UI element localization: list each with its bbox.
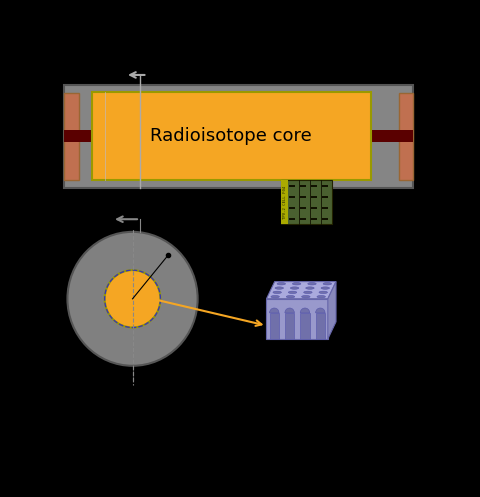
Ellipse shape xyxy=(304,291,312,294)
Bar xyxy=(300,218,306,220)
Bar xyxy=(300,313,310,339)
Ellipse shape xyxy=(277,283,286,285)
Wedge shape xyxy=(285,308,294,313)
Bar xyxy=(289,207,295,209)
Bar xyxy=(270,313,279,339)
Bar xyxy=(289,196,295,198)
Ellipse shape xyxy=(319,291,327,294)
Polygon shape xyxy=(266,282,336,299)
Bar xyxy=(289,218,295,220)
Wedge shape xyxy=(315,308,325,313)
Bar xyxy=(92,92,371,180)
Bar xyxy=(64,130,94,142)
Ellipse shape xyxy=(308,283,316,285)
Ellipse shape xyxy=(288,291,297,294)
Ellipse shape xyxy=(275,287,284,289)
Ellipse shape xyxy=(321,287,329,289)
Circle shape xyxy=(105,270,160,328)
Text: TPV-2 CELL F04: TPV-2 CELL F04 xyxy=(283,185,287,219)
Bar xyxy=(64,84,413,188)
Ellipse shape xyxy=(271,296,279,298)
Circle shape xyxy=(68,232,198,366)
Bar xyxy=(266,299,328,339)
Bar xyxy=(311,218,317,220)
Ellipse shape xyxy=(306,287,314,289)
Bar xyxy=(322,218,328,220)
Ellipse shape xyxy=(286,296,295,298)
Wedge shape xyxy=(270,308,279,313)
Polygon shape xyxy=(328,282,336,339)
Bar xyxy=(300,207,306,209)
Bar xyxy=(281,180,332,224)
Bar xyxy=(311,207,317,209)
Bar xyxy=(322,185,328,187)
Bar xyxy=(285,313,294,339)
Bar xyxy=(398,93,413,179)
Bar xyxy=(322,207,328,209)
Bar xyxy=(281,180,288,224)
Ellipse shape xyxy=(292,283,301,285)
Ellipse shape xyxy=(290,287,299,289)
Bar xyxy=(369,130,413,142)
Bar xyxy=(322,196,328,198)
Ellipse shape xyxy=(317,296,325,298)
Bar xyxy=(311,196,317,198)
Bar xyxy=(300,185,306,187)
Wedge shape xyxy=(300,308,310,313)
Text: Radioisotope core: Radioisotope core xyxy=(150,127,312,145)
Bar xyxy=(64,93,79,179)
Bar xyxy=(311,185,317,187)
Bar xyxy=(300,196,306,198)
Bar xyxy=(289,185,295,187)
Ellipse shape xyxy=(301,296,310,298)
Bar xyxy=(315,313,325,339)
Ellipse shape xyxy=(273,291,281,294)
Ellipse shape xyxy=(323,283,332,285)
